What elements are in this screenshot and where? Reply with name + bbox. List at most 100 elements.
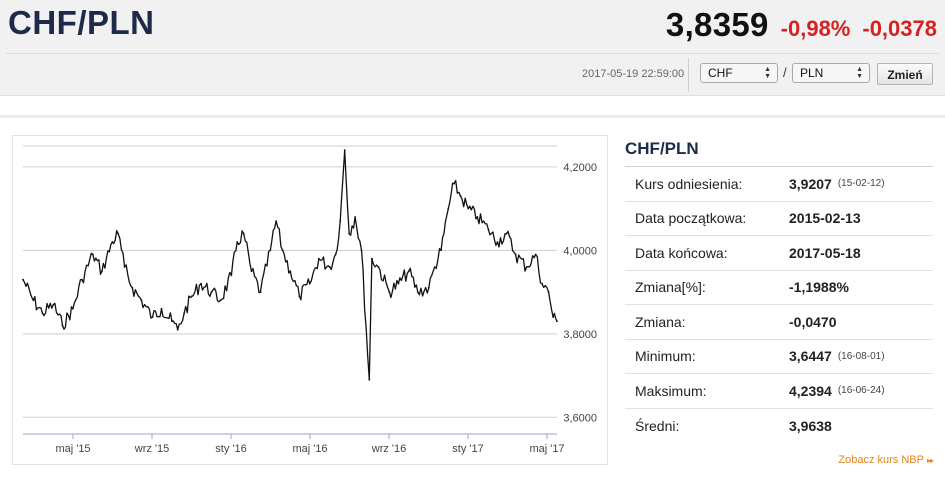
from-currency-value: CHF (708, 66, 733, 80)
data-point (534, 253, 537, 256)
currency-separator: / (783, 65, 787, 80)
data-point (151, 316, 154, 318)
data-point (289, 270, 292, 273)
y-tick-label: 3,8000 (563, 329, 597, 341)
data-point (397, 282, 400, 285)
data-point (61, 324, 64, 327)
data-point (467, 207, 470, 210)
select-arrows-icon: ▲ ▼ (764, 66, 771, 80)
data-point (547, 291, 550, 293)
data-point (360, 249, 363, 252)
stat-row-start-date: Data początkowa: 2015-02-13 (625, 202, 933, 236)
data-point (416, 291, 419, 293)
stats-panel: CHF/PLN Kurs odniesienia: 3,9207 (15-02-… (625, 135, 933, 443)
stat-label: Minimum: (635, 348, 696, 365)
stat-date: (16-06-24) (837, 385, 885, 397)
data-point (210, 291, 213, 293)
change-absolute: -0,0378 (862, 16, 937, 41)
chart-series (22, 149, 558, 381)
to-currency-select[interactable]: PLN ▲ ▼ (792, 63, 870, 83)
data-point (371, 257, 373, 260)
data-point (368, 378, 371, 381)
data-point (505, 232, 508, 235)
stat-value: -0,0470 (789, 313, 837, 330)
stat-label: Data końcowa: (635, 244, 728, 261)
data-point (183, 312, 186, 314)
change-percent: -0,98% (780, 16, 851, 41)
data-point (308, 282, 311, 285)
data-point (496, 241, 499, 243)
stat-label: Maksimum: (635, 382, 707, 399)
data-point (354, 216, 356, 218)
data-point (236, 241, 239, 243)
content-divider (0, 115, 945, 487)
stat-row-change-percent: Zmiana[%]: -1,1988% (625, 271, 933, 305)
data-point (328, 266, 331, 268)
x-tick-label: maj '15 (55, 443, 90, 455)
x-tick-label: sty '16 (215, 443, 246, 455)
stat-value: -1,1988% (789, 279, 849, 296)
double-arrow-icon: ▸▸ (926, 456, 934, 465)
rate-chart: 3,6000 3,8000 4,0000 4,2000 maj '15 wrz '15 s… (12, 135, 608, 465)
data-point (230, 274, 233, 277)
data-point (111, 241, 114, 243)
data-point (242, 232, 245, 235)
x-tick-label: wrz '15 (134, 443, 170, 455)
data-point (525, 266, 528, 268)
data-point (259, 291, 262, 293)
change-pair-button[interactable]: Zmień (877, 63, 933, 85)
from-currency-select[interactable]: CHF ▲ ▼ (700, 63, 778, 83)
data-point (440, 249, 442, 252)
data-point (71, 307, 74, 310)
data-point (407, 270, 410, 273)
header-divider (6, 53, 939, 54)
data-point (22, 278, 24, 281)
quote-summary: 3,8359 -0,98% -0,0378 (666, 6, 937, 44)
data-point (377, 266, 380, 268)
data-point (269, 249, 272, 252)
data-point (459, 195, 462, 197)
chart-canvas: 3,6000 3,8000 4,0000 4,2000 maj '15 wrz '15 s… (22, 145, 597, 455)
data-point (131, 287, 134, 289)
data-point (433, 266, 436, 268)
stat-row-maximum: Maksimum: 4,2394 (16-06-24) (625, 374, 933, 409)
stat-date: (16-08-01) (837, 350, 885, 362)
data-point (117, 232, 119, 235)
chart-grid (23, 145, 557, 418)
y-axis-ticks: 3,6000 3,8000 4,0000 4,2000 (563, 162, 597, 424)
data-point (81, 278, 83, 281)
data-point (123, 266, 126, 268)
y-tick-label: 3,6000 (563, 412, 597, 424)
data-point (317, 257, 320, 260)
stat-row-reference-rate: Kurs odniesienia: 3,9207 (15-02-12) (625, 167, 933, 202)
stat-label: Data początkowa: (635, 210, 747, 227)
stat-row-end-date: Data końcowa: 2017-05-18 (625, 236, 933, 271)
data-point (476, 216, 479, 218)
data-point (541, 282, 543, 285)
quote-timestamp: 2017-05-19 22:59:00 (582, 68, 685, 80)
data-point (334, 253, 337, 256)
data-point (514, 253, 517, 256)
data-point (250, 270, 253, 273)
data-point (275, 220, 277, 222)
stat-value: 3,6447 (789, 348, 832, 365)
data-point (348, 232, 351, 235)
data-point (556, 320, 558, 323)
data-point (160, 307, 163, 310)
stat-value: 3,9638 (789, 417, 832, 434)
toolbar-divider (688, 58, 689, 92)
x-tick-label: maj '16 (292, 443, 327, 455)
stat-label: Kurs odniesienia: (635, 175, 743, 192)
data-point (52, 303, 55, 306)
select-arrows-icon: ▲ ▼ (856, 66, 863, 80)
quote-header: CHF/PLN 3,8359 -0,98% -0,0378 2017-05-19… (0, 0, 945, 96)
stat-label: Średni: (635, 417, 680, 434)
data-point (388, 291, 391, 293)
nbp-rate-link[interactable]: Zobacz kurs NBP ▸▸ (838, 454, 934, 466)
stat-row-minimum: Minimum: 3,6447 (16-08-01) (625, 340, 933, 374)
stat-value: 4,2394 (789, 382, 832, 399)
data-point (219, 299, 222, 302)
data-point (171, 320, 173, 323)
data-point (427, 287, 430, 289)
y-tick-label: 4,2000 (563, 162, 597, 174)
